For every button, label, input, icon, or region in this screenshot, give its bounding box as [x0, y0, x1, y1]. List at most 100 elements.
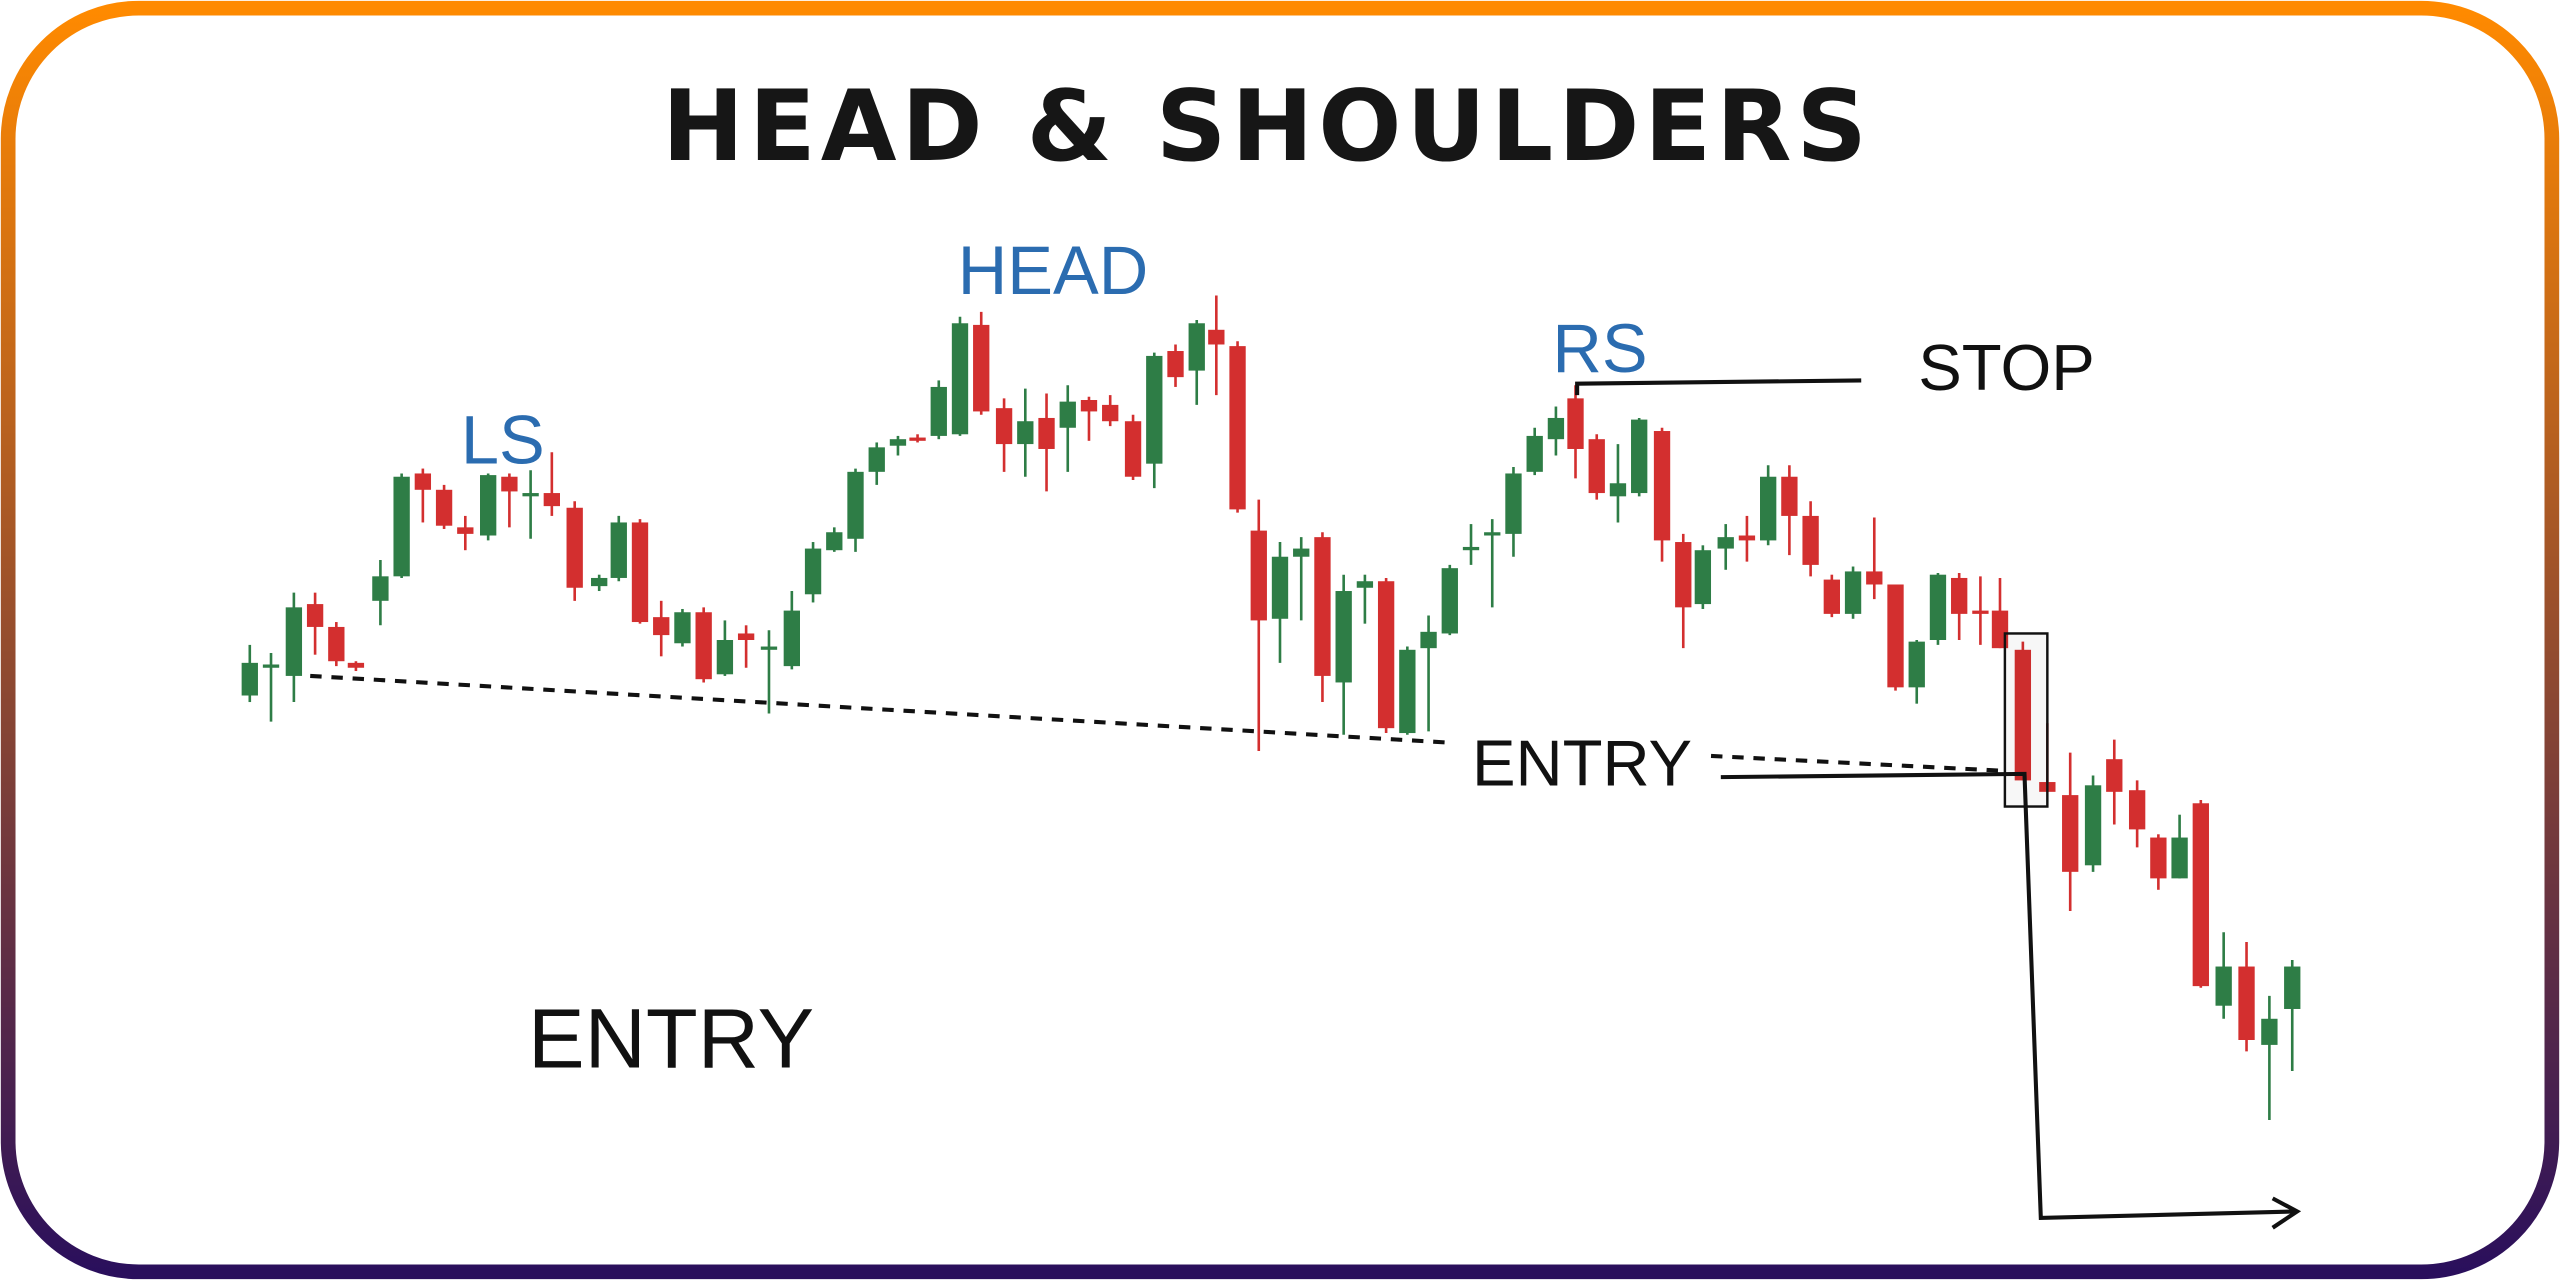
candle-body	[1250, 530, 1267, 621]
bullish-candle	[1908, 640, 1925, 704]
candle-body	[847, 471, 864, 539]
bullish-candle	[1462, 524, 1480, 565]
bearish-candle	[737, 625, 755, 668]
bearish-candle	[306, 592, 324, 655]
candle-body	[1441, 568, 1458, 634]
bearish-candle	[695, 607, 712, 683]
bullish-candle	[1059, 385, 1076, 472]
candle-body	[241, 662, 258, 696]
bullish-candle	[1609, 444, 1627, 523]
candle-body	[522, 493, 539, 497]
candle-body	[2014, 649, 2032, 781]
bullish-candle	[674, 608, 691, 647]
candle-body	[1802, 515, 1819, 565]
bearish-candle	[1653, 427, 1671, 562]
candle-body	[1781, 476, 1798, 516]
bearish-candle	[653, 600, 670, 657]
candle-body	[1908, 641, 1925, 688]
candle-body	[1462, 546, 1480, 551]
bearish-candle	[566, 501, 583, 601]
bearish-candle	[1781, 465, 1798, 556]
bullish-candle	[783, 591, 800, 670]
candle-body	[909, 437, 926, 441]
candle-body	[1631, 419, 1648, 494]
candle-body	[804, 548, 822, 595]
candle-body	[695, 612, 712, 680]
candle-body	[1547, 417, 1565, 440]
candle-body	[1314, 537, 1331, 676]
diagram-title: HEAD & SHOULDERS	[662, 70, 1872, 184]
bearish-candle	[631, 519, 649, 624]
candle-body	[1951, 577, 1968, 614]
bearish-candle	[973, 311, 990, 415]
candle-body	[1526, 435, 1543, 472]
candle-body	[760, 646, 778, 650]
bullish-candle	[847, 468, 864, 552]
bearish-candle	[2128, 780, 2146, 848]
candle-body	[1208, 329, 1225, 345]
bullish-candle	[1526, 427, 1543, 476]
candle-body	[716, 640, 734, 675]
bearish-candle	[1802, 501, 1819, 577]
candle-body	[1080, 400, 1098, 412]
candle-body	[1866, 571, 1883, 585]
candle-body	[973, 324, 990, 412]
bearish-candle	[1314, 532, 1331, 703]
bullish-candle	[1017, 388, 1034, 477]
candle-body	[674, 612, 691, 644]
bullish-candle	[480, 473, 497, 541]
candle-body	[457, 527, 474, 534]
candle-body	[1760, 476, 1777, 541]
candle-body	[1972, 610, 1989, 614]
candle-body	[2150, 837, 2167, 879]
candle-body	[480, 475, 497, 536]
bullish-candle	[1271, 542, 1289, 663]
bearish-candle	[2192, 800, 2209, 988]
candle-body	[393, 476, 410, 577]
bearish-candle	[1823, 574, 1840, 618]
candle-body	[1017, 421, 1034, 445]
label-left-shoulder: LS	[461, 402, 545, 479]
bearish-candle	[347, 661, 365, 672]
candle-body	[1146, 355, 1163, 464]
candle-body	[2128, 790, 2146, 830]
candlesticks	[241, 295, 2301, 1120]
candle-body	[1271, 556, 1289, 619]
bullish-candle	[285, 592, 303, 703]
label-entry-caption: ENTRY	[528, 991, 814, 1086]
bullish-candle	[1335, 574, 1352, 735]
candle-body	[783, 610, 800, 667]
candle-body	[1484, 532, 1501, 536]
candle-body	[543, 493, 560, 507]
candle-body	[1823, 579, 1840, 614]
candle-body	[262, 664, 280, 668]
candle-body	[501, 476, 518, 492]
bullish-candle	[262, 653, 280, 722]
candle-body	[566, 507, 583, 588]
candle-body	[889, 439, 907, 446]
bearish-candle	[995, 398, 1013, 472]
candle-body	[1377, 581, 1395, 729]
candle-body	[951, 323, 969, 435]
candle-body	[826, 532, 843, 551]
bullish-candle	[372, 560, 389, 626]
candle-body	[2084, 785, 2102, 866]
bearish-candle	[414, 468, 432, 523]
candle-body	[2261, 1018, 2278, 1045]
bullish-candle	[804, 542, 822, 603]
bearish-candle	[1377, 577, 1395, 734]
candle-body	[2284, 966, 2301, 1009]
candle-body	[1293, 548, 1310, 557]
candle-body	[995, 408, 1013, 445]
bearish-candle	[909, 434, 926, 443]
candle-body	[1420, 631, 1437, 649]
bullish-candle	[1420, 615, 1437, 732]
bullish-candle	[1146, 352, 1163, 489]
candle-body	[2192, 803, 2209, 987]
candle-body	[1844, 571, 1862, 614]
candle-body	[1399, 649, 1416, 734]
bearish-candle	[1080, 396, 1098, 441]
candle-body	[1717, 537, 1734, 549]
bearish-candle	[1738, 515, 1756, 562]
arrow-head-icon	[2271, 1196, 2302, 1230]
